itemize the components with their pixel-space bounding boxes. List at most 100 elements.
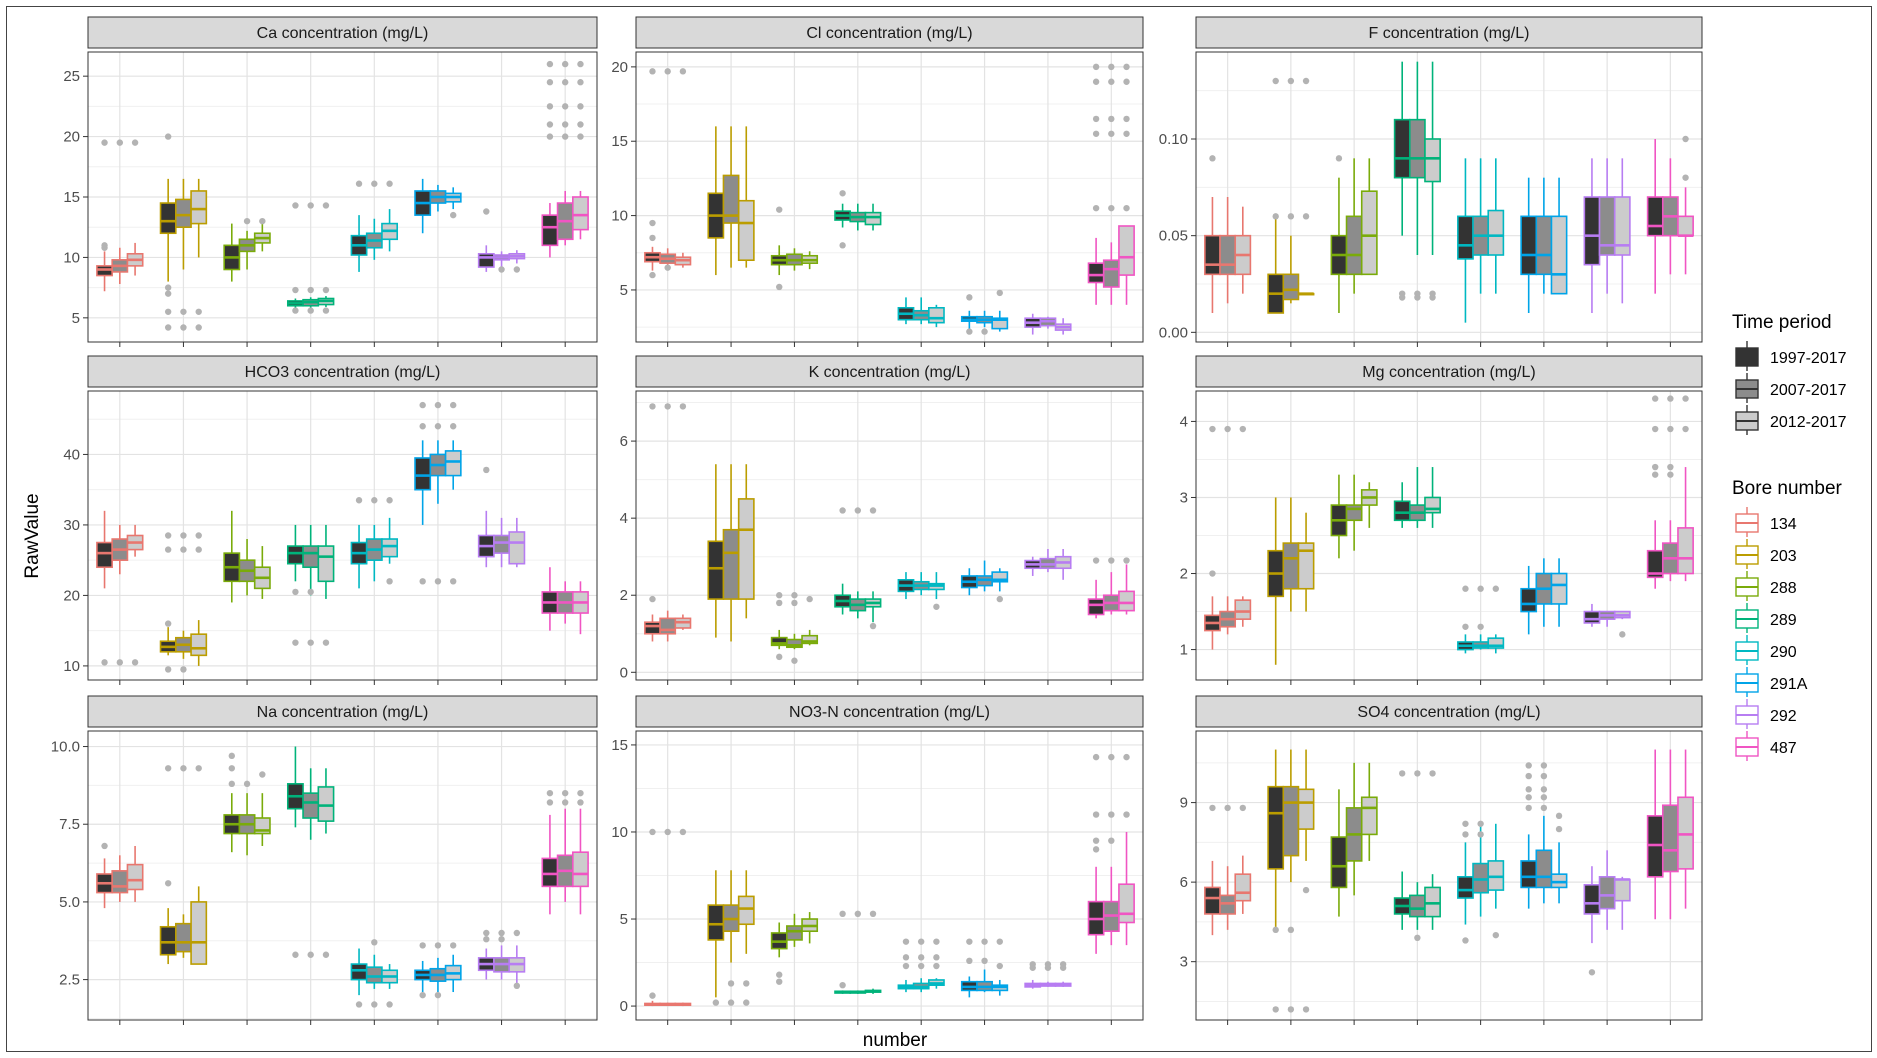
box-iqr	[1393, 118, 1411, 179]
legend-label-period: 2012-2017	[1770, 414, 1847, 431]
outlier-point	[371, 1001, 378, 1008]
outlier-point	[1477, 585, 1484, 592]
outlier-point	[776, 599, 783, 607]
outlier-point	[419, 423, 426, 430]
outlier-point	[1492, 931, 1500, 939]
legend-label-bore: 134	[1770, 516, 1797, 533]
box-iqr	[1118, 883, 1135, 924]
outlier-point	[1525, 772, 1532, 780]
box-iqr	[1520, 860, 1538, 889]
box-iqr	[414, 457, 432, 491]
outlier-point	[712, 999, 720, 1006]
outlier-point	[981, 328, 988, 335]
outlier-point	[1059, 964, 1067, 971]
outlier-point	[164, 284, 172, 291]
outlier-point	[1302, 1006, 1310, 1013]
y-tick-label: 3	[1180, 489, 1188, 506]
outlier-point	[679, 828, 687, 836]
box-iqr	[1487, 637, 1505, 649]
outlier-point	[1492, 585, 1500, 592]
outlier-point	[1029, 964, 1036, 971]
outlier-point	[131, 139, 139, 146]
outlier-point	[917, 962, 925, 970]
box-iqr	[1550, 215, 1568, 295]
y-tick-label: 7.5	[59, 816, 80, 833]
box-iqr	[722, 174, 740, 224]
facet-panel: Na concentration (mg/L) 2.5 5.0 7.5 10.0	[51, 695, 598, 1025]
outlier-point	[307, 202, 314, 209]
outlier-point	[1092, 204, 1100, 212]
outlier-point	[101, 139, 108, 146]
y-tick-label: 10	[611, 824, 628, 841]
box-iqr	[1550, 572, 1568, 605]
legend-label-bore: 288	[1770, 580, 1797, 597]
box-iqr	[1520, 215, 1538, 276]
outlier-point	[1651, 425, 1659, 433]
y-tick-label: 5.0	[59, 894, 80, 911]
outlier-point	[839, 981, 846, 989]
outlier-point	[1092, 846, 1100, 853]
outlier-point	[1414, 294, 1421, 301]
outlier-point	[483, 208, 490, 215]
outlier-point	[1398, 770, 1406, 777]
outlier-point	[1682, 395, 1689, 402]
box-iqr	[1535, 849, 1553, 889]
box-iqr	[659, 617, 677, 635]
legend-label-bore: 203	[1770, 548, 1797, 565]
y-tick-label: 15	[611, 133, 628, 150]
outlier-point	[434, 423, 442, 430]
outlier-point	[292, 286, 299, 294]
facet-strip-title: F concentration (mg/L)	[1369, 25, 1530, 42]
outlier-point	[386, 1001, 393, 1008]
outlier-point	[195, 308, 202, 315]
box-iqr	[1613, 196, 1631, 256]
facet-panel: NO3-N concentration (mg/L) 0 5 10 15	[611, 695, 1144, 1025]
outlier-point	[1667, 463, 1674, 471]
box-iqr	[1118, 590, 1135, 612]
outlier-point	[1108, 557, 1115, 564]
outlier-point	[649, 271, 656, 279]
outlier-point	[371, 180, 378, 187]
y-tick-label: 10	[63, 249, 80, 266]
outlier-point	[1092, 753, 1100, 761]
box-iqr	[190, 633, 208, 657]
box-iqr	[126, 863, 144, 891]
outlier-point	[1123, 115, 1130, 123]
y-tick-label: 10	[63, 658, 80, 675]
outlier-point	[743, 980, 750, 987]
outlier-point	[854, 910, 862, 918]
outlier-point	[902, 954, 910, 961]
outlier-point	[322, 639, 330, 646]
box-iqr	[541, 857, 559, 888]
facet-panel: SO4 concentration (mg/L) 3 6 9	[1180, 695, 1703, 1025]
outlier-point	[1224, 804, 1231, 812]
y-tick-label: 2	[620, 587, 628, 604]
y-tick-label: 20	[611, 59, 628, 76]
outlier-point	[664, 403, 671, 410]
box-iqr	[1457, 215, 1474, 260]
outlier-point	[164, 546, 172, 553]
box-iqr	[317, 545, 335, 583]
outlier-point	[981, 938, 988, 945]
outlier-point	[1555, 825, 1563, 833]
box-iqr	[1267, 785, 1285, 870]
outlier-point	[727, 999, 735, 1006]
box-iqr	[737, 895, 755, 926]
outlier-point	[180, 765, 187, 772]
outlier-point	[1108, 63, 1115, 71]
outlier-point	[131, 659, 139, 666]
outlier-point	[649, 992, 656, 999]
box-iqr	[508, 531, 526, 565]
outlier-point	[917, 938, 925, 945]
outlier-point	[307, 307, 314, 314]
outlier-point	[996, 595, 1003, 603]
outlier-point	[649, 234, 656, 242]
panel-border	[87, 730, 598, 1021]
facet-strip	[87, 355, 598, 388]
outlier-point	[419, 942, 426, 949]
box-iqr	[572, 196, 589, 231]
outlier-point	[1272, 213, 1279, 220]
outlier-point	[561, 799, 569, 806]
outlier-point	[679, 68, 687, 75]
outlier-point	[483, 466, 490, 474]
